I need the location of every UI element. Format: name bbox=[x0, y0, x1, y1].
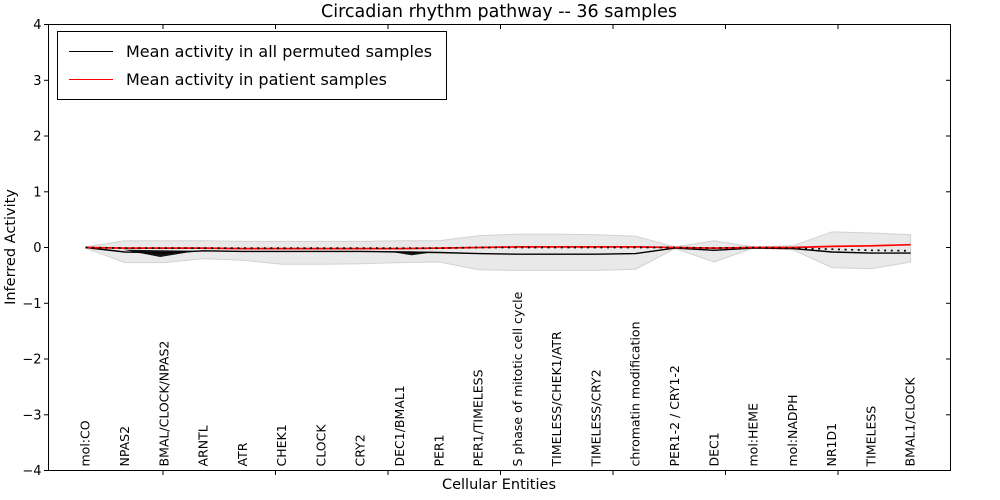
legend-box: Mean activity in all permuted samples Me… bbox=[57, 31, 448, 100]
x-category-label: NR1D1 bbox=[824, 423, 839, 467]
x-category-label: NPAS2 bbox=[117, 426, 132, 467]
chart-title: Circadian rhythm pathway -- 36 samples bbox=[321, 2, 677, 22]
x-category-label: mol:NADPH bbox=[785, 395, 800, 467]
x-category-label: PER1-2 / CRY1-2 bbox=[667, 365, 682, 466]
x-category-label: ARNTL bbox=[196, 425, 211, 466]
permuted-range-band bbox=[85, 231, 912, 271]
x-category-label: CLOCK bbox=[313, 424, 328, 467]
legend-label-permuted: Mean activity in all permuted samples bbox=[126, 42, 433, 61]
y-axis-label: Inferred Activity bbox=[3, 189, 19, 305]
y-tick-label: −4 bbox=[22, 464, 41, 479]
x-category-label: ATR bbox=[235, 442, 250, 466]
x-category-label: TIMELESS bbox=[863, 406, 878, 468]
x-category-label: TIMELESS/CRY2 bbox=[588, 369, 603, 467]
y-tick-label: −1 bbox=[22, 297, 41, 312]
legend-entry-patient: Mean activity in patient samples bbox=[69, 70, 432, 89]
x-axis-label: Cellular Entities bbox=[441, 477, 557, 493]
y-tick-label: −3 bbox=[22, 408, 41, 423]
x-category-label: TIMELESS/CHEK1/ATR bbox=[549, 331, 564, 468]
x-category-label: PER1 bbox=[431, 434, 446, 466]
x-category-label: BMAL/CLOCK/NPAS2 bbox=[156, 341, 171, 467]
zero-dotted-line bbox=[85, 246, 911, 252]
y-tick-label: −2 bbox=[22, 353, 41, 368]
x-category-label: DEC1/BMAL1 bbox=[392, 385, 407, 466]
x-category-label: BMAL1/CLOCK bbox=[903, 377, 918, 467]
x-category-label: CHEK1 bbox=[274, 424, 289, 466]
y-tick-label: 0 bbox=[33, 241, 41, 256]
x-category-label: mol:HEME bbox=[746, 403, 761, 467]
legend-label-patient: Mean activity in patient samples bbox=[126, 70, 387, 89]
y-tick-label: 2 bbox=[33, 130, 41, 145]
x-category-label: CRY2 bbox=[353, 434, 368, 466]
y-tick-label: 4 bbox=[33, 18, 41, 33]
x-category-label: mol:CO bbox=[78, 420, 93, 466]
patient-line-swatch bbox=[69, 79, 113, 80]
permuted-line-swatch bbox=[69, 51, 113, 52]
x-category-label: S phase of mitotic cell cycle bbox=[510, 291, 525, 466]
y-tick-label: 1 bbox=[33, 185, 41, 200]
x-category-label: PER1/TIMELESS bbox=[471, 369, 486, 466]
x-category-label: chromatin modification bbox=[628, 322, 643, 467]
y-tick-label: 3 bbox=[33, 74, 41, 89]
x-category-label: DEC1 bbox=[706, 432, 721, 466]
legend-entry-permuted: Mean activity in all permuted samples bbox=[69, 42, 432, 61]
